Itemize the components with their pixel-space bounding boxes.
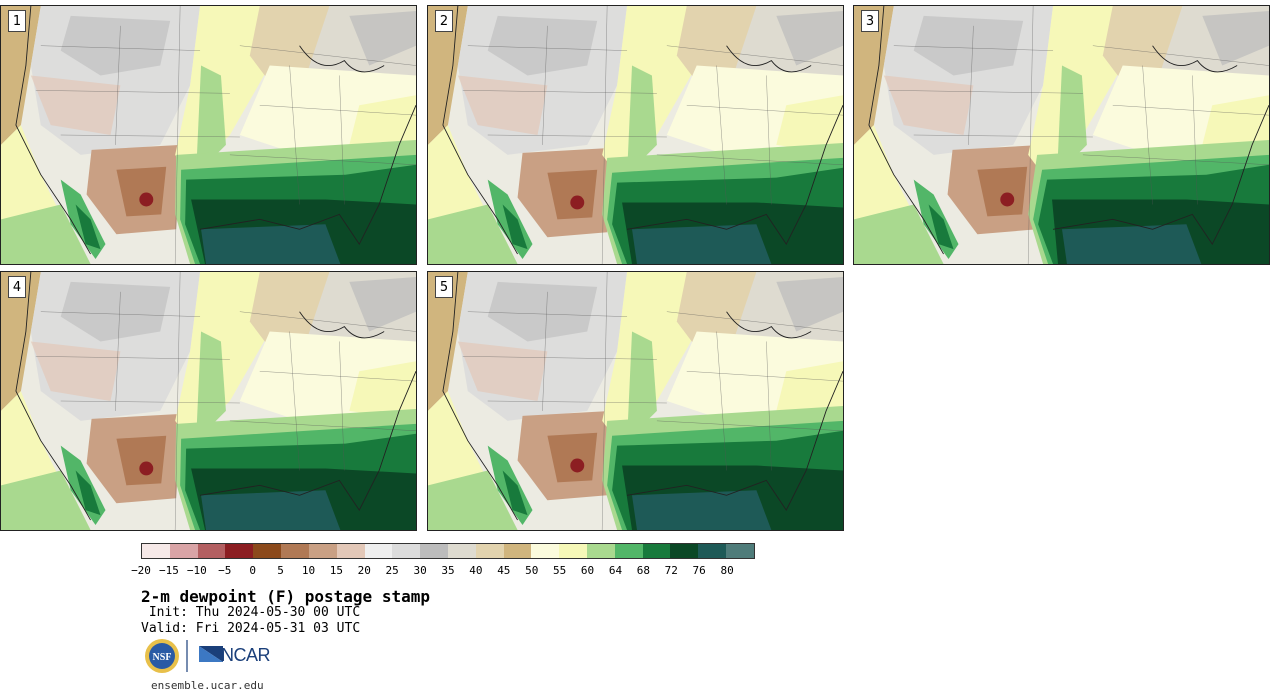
ncar-logo-text: NCAR [221,645,271,665]
colorbar-tick-labels: −20 −15 −10 −5 0 5 10 15 20 25 30 35 40 45 50 55 60 64 68 7… [131,564,781,578]
colorbar-tick-15: 55 [553,564,567,577]
colorbar-tick-10: 30 [413,564,427,577]
svg-text:NSF: NSF [153,652,172,663]
colorbar-tick-0: −20 [131,564,151,577]
colorbar-swatch-20 [698,544,727,558]
colorbar-swatch-2 [197,544,226,558]
dewpoint-map-5 [428,272,843,530]
colorbar-swatch-3 [225,544,254,558]
colorbar-tick-7: 15 [329,564,343,577]
member-label-5: 5 [435,276,453,298]
colorbar-tick-1: −15 [158,564,179,577]
figure-title: 2-m dewpoint (F) postage stamp [141,587,430,606]
colorbar-tick-14: 50 [525,564,539,577]
dewpoint-map-3 [854,6,1269,264]
colorbar-swatch-16 [587,544,615,558]
colorbar-swatch-15 [559,544,587,558]
member-label-4: 4 [8,276,26,298]
colorbar-swatch-21 [726,544,754,558]
colorbar-swatch-0 [142,544,170,558]
colorbar-swatch-12 [475,544,504,558]
colorbar-tick-21: 80 [720,564,734,577]
nsf-logo-icon: NSF [145,639,179,673]
colorbar-tick-8: 20 [357,564,371,577]
colorbar-swatch-13 [503,544,532,558]
colorbar-swatch-17 [614,544,643,558]
colorbar-swatch-10 [420,544,448,558]
colorbar-tick-11: 35 [441,564,455,577]
colorbar-tick-13: 45 [497,564,511,577]
colorbar-swatch-5 [281,544,309,558]
colorbar-swatch-7 [336,544,365,558]
map-panel-4[interactable]: 4 [0,271,417,531]
colorbar-tick-19: 72 [664,564,678,577]
colorbar-tick-12: 40 [469,564,483,577]
colorbar [141,543,755,559]
colorbar-tick-20: 76 [692,564,706,577]
colorbar-swatch-9 [392,544,421,558]
member-label-3: 3 [861,10,879,32]
dewpoint-map-4 [1,272,416,530]
colorbar-tick-2: −10 [186,564,207,577]
ncar-logo-icon [199,646,223,662]
colorbar-tick-9: 25 [385,564,399,577]
map-panel-5[interactable]: 5 [427,271,844,531]
map-panel-2[interactable]: 2 [427,5,844,265]
colorbar-swatch-14 [531,544,560,558]
logos: NSF [145,639,223,673]
member-label-1: 1 [8,10,26,32]
map-panel-1[interactable]: 1 [0,5,417,265]
colorbar-swatch-11 [447,544,476,558]
colorbar-swatch-19 [670,544,699,558]
colorbar-swatch-6 [308,544,337,558]
colorbar-tick-18: 68 [636,564,650,577]
colorbar-swatch-1 [169,544,198,558]
valid-time: Valid: Fri 2024-05-31 03 UTC [141,621,361,636]
dewpoint-map-2 [428,6,843,264]
colorbar-tick-5: 5 [277,564,284,577]
website-link[interactable]: ensemble.ucar.edu [151,679,264,692]
colorbar-swatch-18 [642,544,671,558]
colorbar-swatch-4 [253,544,282,558]
colorbar-swatch-8 [364,544,393,558]
dewpoint-map-1 [1,6,416,264]
init-time: Init: Thu 2024-05-30 00 UTC [141,605,361,620]
colorbar-tick-3: −5 [218,564,232,577]
colorbar-tick-6: 10 [301,564,316,577]
member-label-2: 2 [435,10,453,32]
colorbar-tick-4: 0 [249,564,256,577]
map-panel-3[interactable]: 3 [853,5,1270,265]
colorbar-tick-17: 64 [608,564,623,577]
colorbar-tick-16: 60 [580,564,595,577]
